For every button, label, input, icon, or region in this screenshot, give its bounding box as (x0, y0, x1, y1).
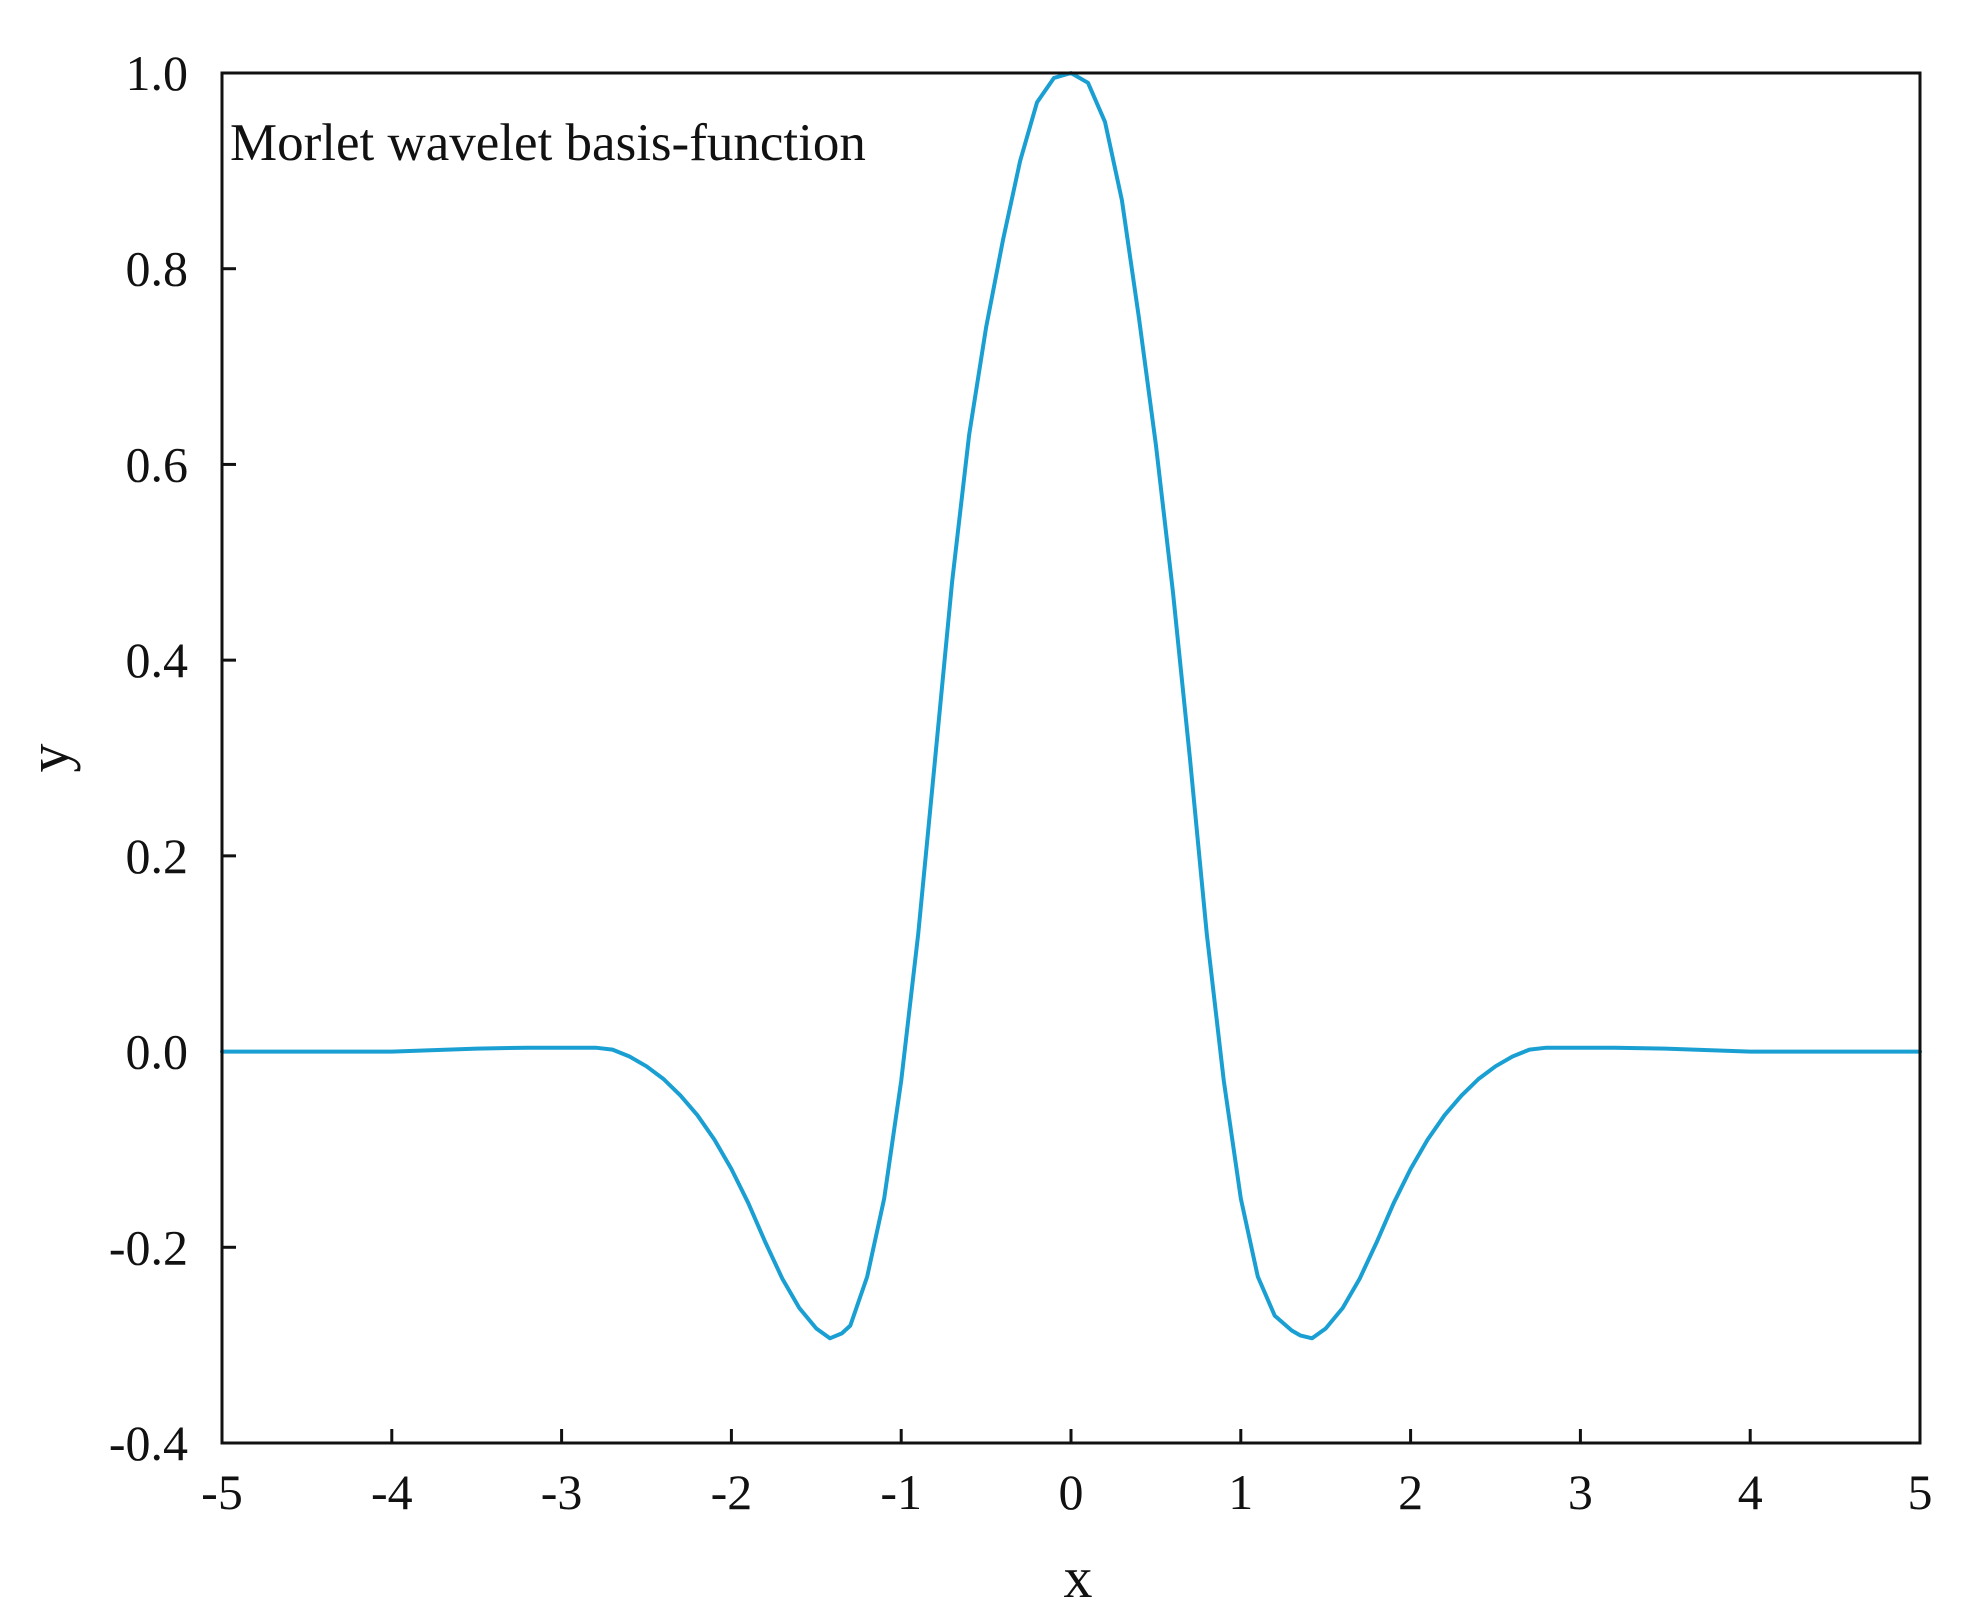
plot-frame (220, 71, 1922, 1445)
chart-annotation: Morlet wavelet basis-function (230, 114, 866, 172)
y-tick-label: -0.4 (109, 1415, 188, 1471)
x-tick-label: 4 (1738, 1464, 1763, 1520)
x-axis-label: x (1064, 1545, 1093, 1608)
x-tick-label: 3 (1568, 1464, 1593, 1520)
y-tick-label: 0.0 (126, 1024, 189, 1080)
x-tick-label: -5 (201, 1464, 243, 1520)
x-tick-label: 5 (1908, 1464, 1933, 1520)
y-tick-label: 0.8 (126, 241, 189, 297)
x-tick-label: -2 (711, 1464, 753, 1520)
y-tick-label: 1.0 (126, 45, 189, 101)
y-tick-label: 0.2 (126, 828, 189, 884)
x-tick-label: 1 (1228, 1464, 1253, 1520)
x-tick-label: -4 (371, 1464, 413, 1520)
y-tick-label: 0.4 (126, 632, 189, 688)
x-tick-label: 0 (1059, 1464, 1084, 1520)
x-tick-label: -1 (880, 1464, 922, 1520)
y-tick-label: 0.6 (126, 436, 189, 492)
x-tick-label: 2 (1398, 1464, 1423, 1520)
x-tick-label: -3 (541, 1464, 583, 1520)
y-axis-label: y (16, 744, 81, 773)
axis-tick-labels: -5 -4 -3 -2 -1 0 1 2 3 4 5 -0.4 -0.2 0.0 0.2 0.4 0.6 0.8 1… (109, 45, 1933, 1520)
y-tick-label: -0.2 (109, 1219, 188, 1275)
